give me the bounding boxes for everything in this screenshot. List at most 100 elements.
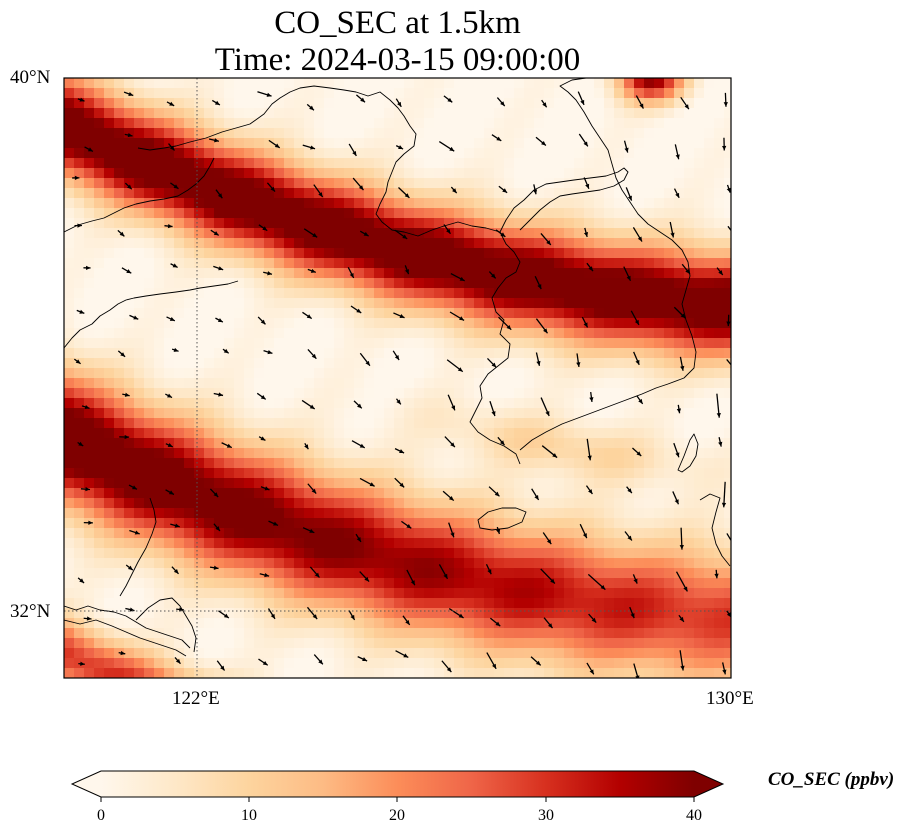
field-cell [724, 288, 731, 299]
wind-arrowhead [684, 104, 689, 110]
field-cell [84, 418, 95, 429]
lat-label-40n: 40°N [10, 67, 51, 88]
field-cell [124, 508, 135, 519]
field-cell [514, 88, 525, 99]
field-cell [414, 608, 425, 619]
wind-arrowhead [399, 314, 405, 318]
wind-arrowhead [626, 275, 631, 281]
field-cell [274, 158, 285, 169]
field-cell [84, 108, 95, 119]
field-cell [474, 188, 485, 199]
field-cell [334, 538, 345, 549]
field-cell [514, 508, 525, 519]
field-cell [444, 498, 455, 509]
field-cell [284, 448, 295, 459]
field-cell [224, 408, 235, 419]
field-cell [64, 118, 75, 129]
field-cell [304, 518, 315, 529]
field-cell [184, 308, 195, 319]
field-cell [254, 308, 265, 319]
field-cell [314, 118, 325, 129]
field-cell [184, 78, 195, 89]
field-cell [324, 578, 335, 589]
field-cell [644, 618, 655, 629]
field-cell [244, 478, 255, 489]
field-cell [434, 368, 445, 379]
field-cell [584, 528, 595, 539]
field-cell [534, 98, 545, 109]
field-cell [664, 418, 675, 429]
field-cell [384, 378, 395, 389]
field-cell [314, 598, 325, 609]
field-cell [414, 618, 425, 629]
field-cell [684, 398, 695, 409]
field-cell [604, 168, 615, 179]
field-cell [254, 168, 265, 179]
field-cell [364, 538, 375, 549]
field-cell [84, 338, 95, 349]
field-cell [134, 398, 145, 409]
field-cell [694, 248, 705, 259]
field-cell [144, 158, 155, 169]
field-cell [134, 618, 145, 629]
field-cell [554, 188, 565, 199]
field-cell [724, 628, 731, 639]
field-cell [324, 178, 335, 189]
field-cell [724, 348, 731, 359]
field-cell [694, 258, 705, 269]
field-cell [374, 658, 385, 669]
field-cell [724, 438, 731, 449]
field-cell [484, 348, 495, 359]
field-cell [374, 568, 385, 579]
field-cell [714, 448, 725, 459]
field-cell [664, 488, 675, 499]
field-cell [704, 458, 715, 469]
field-cell [184, 298, 195, 309]
field-cell [474, 408, 485, 419]
field-cell [654, 618, 665, 629]
field-cell [154, 108, 165, 119]
field-cell [714, 598, 725, 609]
field-cell [104, 518, 115, 529]
field-cell [204, 558, 215, 569]
field-cell [294, 378, 305, 389]
field-cell [94, 418, 105, 429]
field-cell [194, 268, 205, 279]
field-cell [484, 98, 495, 109]
field-cell [244, 448, 255, 459]
field-cell [684, 408, 695, 419]
field-cell [344, 358, 355, 369]
field-cell [584, 208, 595, 219]
field-cell [64, 368, 75, 379]
field-cell [394, 538, 405, 549]
field-cell [504, 448, 515, 459]
wind-arrowhead [637, 236, 642, 242]
field-cell [414, 438, 425, 449]
field-cell [254, 508, 265, 519]
field-cell [224, 118, 235, 129]
field-cell [614, 618, 625, 629]
field-cell [314, 128, 325, 139]
field-cell [184, 198, 195, 209]
field-cell [64, 508, 75, 519]
field-cell [174, 378, 185, 389]
field-cell [184, 438, 195, 449]
field-cell [444, 158, 455, 169]
field-cell [624, 628, 635, 639]
field-cell [444, 608, 455, 619]
field-cell [144, 468, 155, 479]
field-cell [594, 138, 605, 149]
field-cell [254, 478, 265, 489]
field-cell [714, 608, 725, 619]
field-cell [174, 648, 185, 659]
field-cell [704, 468, 715, 479]
field-cell [434, 558, 445, 569]
field-cell [224, 318, 235, 329]
field-cell [274, 458, 285, 469]
field-cell [664, 228, 675, 239]
field-cell [444, 288, 455, 299]
field-cell [424, 588, 435, 599]
field-cell [714, 138, 725, 149]
field-cell [84, 168, 95, 179]
field-cell [304, 128, 315, 139]
